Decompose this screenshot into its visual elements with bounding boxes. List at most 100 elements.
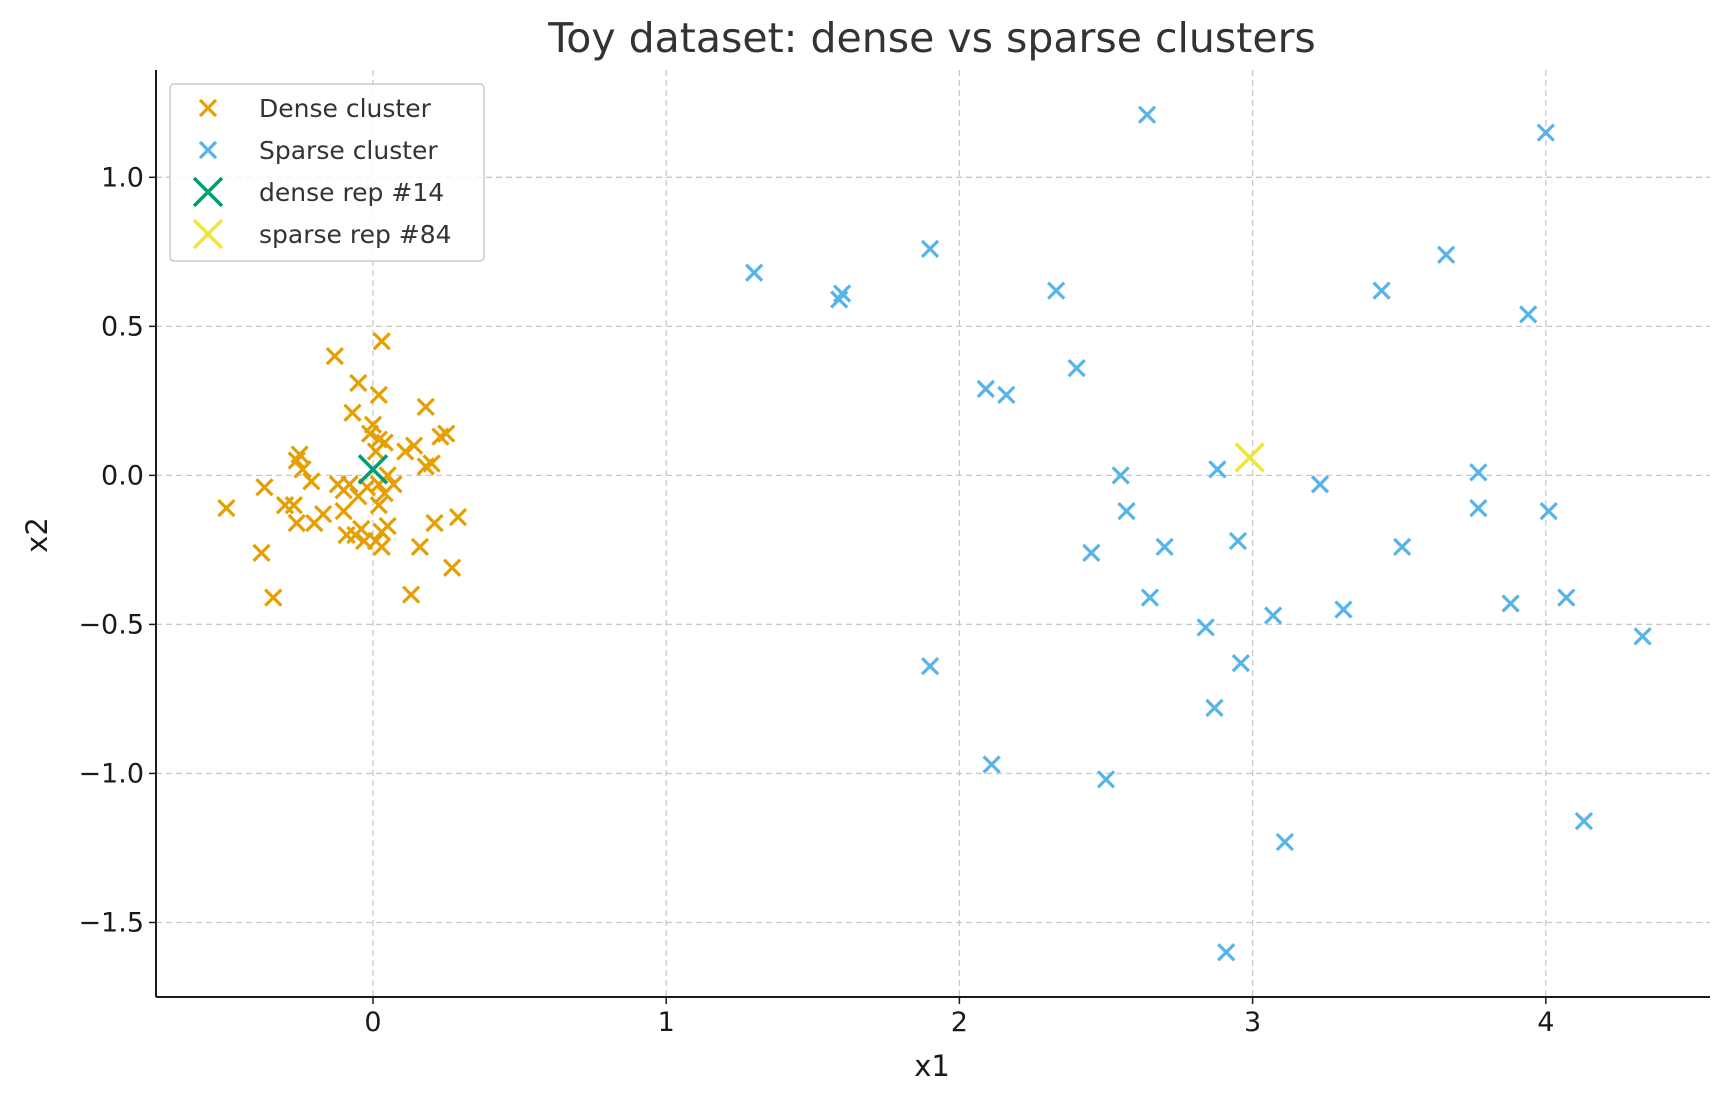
sparse-cluster-point xyxy=(745,263,764,282)
marker-stroke xyxy=(1228,531,1248,551)
dense-cluster-point xyxy=(425,513,444,533)
marker-stroke xyxy=(363,415,383,434)
dense-cluster-point xyxy=(378,516,397,536)
marker-stroke xyxy=(401,585,421,604)
legend-label-sparse-cluster: Sparse cluster xyxy=(259,136,438,165)
sparse-cluster-point xyxy=(1067,358,1086,378)
dense-cluster-point xyxy=(384,475,403,494)
marker-stroke xyxy=(372,332,391,351)
marker-stroke xyxy=(1372,281,1391,300)
x-tick-label: 1 xyxy=(658,1007,675,1038)
dense-cluster-point xyxy=(349,373,368,393)
marker-stroke xyxy=(1155,537,1174,557)
dense-cluster-point xyxy=(375,433,394,452)
dense-cluster-point xyxy=(396,442,415,461)
marker-stroke xyxy=(334,502,353,521)
marker-stroke xyxy=(976,379,995,399)
marker-stroke xyxy=(745,263,764,282)
dense-cluster-point xyxy=(404,436,424,455)
sparse-cluster-point xyxy=(1393,537,1412,557)
y-axis-title: x2 xyxy=(20,517,54,553)
legend-label-dense-cluster: Dense cluster xyxy=(259,94,432,123)
sparse-cluster-point xyxy=(1263,606,1283,625)
marker-stroke xyxy=(410,537,430,557)
data-points xyxy=(217,105,1652,962)
marker-stroke xyxy=(1501,594,1520,613)
legend-box xyxy=(169,83,485,262)
sparse-cluster-point xyxy=(982,755,1001,774)
marker-stroke xyxy=(1111,466,1130,485)
dense-cluster-point xyxy=(363,415,383,434)
legend-marker-sparse-rep xyxy=(192,218,224,250)
y-tick-label: 0.0 xyxy=(101,460,144,491)
marker-stroke xyxy=(378,516,397,536)
marker-stroke xyxy=(1519,305,1538,324)
marker-stroke xyxy=(302,472,321,491)
marker-stroke xyxy=(1633,627,1652,646)
sparse-cluster-point xyxy=(1557,588,1576,607)
y-tick-label: −0.5 xyxy=(78,609,144,640)
sparse-cluster-point xyxy=(1155,537,1174,557)
sparse-cluster-point xyxy=(1082,543,1101,563)
marker-stroke xyxy=(1393,537,1412,557)
marker-stroke xyxy=(369,430,388,449)
dense-cluster-point xyxy=(217,499,236,518)
marker-stroke xyxy=(1205,698,1224,718)
marker-stroke xyxy=(192,176,224,208)
dense-cluster-point xyxy=(343,403,362,422)
marker-stroke xyxy=(1557,588,1576,607)
sparse-cluster-point xyxy=(1536,123,1555,142)
dense-cluster-point xyxy=(252,543,271,563)
marker-stroke xyxy=(1140,588,1160,607)
marker-stroke xyxy=(255,478,274,497)
marker-stroke xyxy=(369,385,388,405)
sparse-cluster-point xyxy=(1539,502,1558,521)
sparse-cluster-point xyxy=(1310,475,1330,494)
marker-stroke xyxy=(1436,245,1456,264)
legend-marker-sparse-cluster xyxy=(198,140,218,160)
dense-cluster-point xyxy=(369,385,388,405)
marker-stroke xyxy=(369,496,388,515)
sparse-cluster-point xyxy=(1469,499,1488,518)
marker-stroke xyxy=(832,284,852,303)
marker-stroke xyxy=(293,460,312,479)
sparse-cluster-point xyxy=(1519,305,1538,324)
sparse-cluster-point xyxy=(997,385,1016,405)
dense-cluster-point xyxy=(302,472,321,491)
sparse-cluster-point xyxy=(1633,627,1652,646)
marker-stroke xyxy=(443,558,462,577)
marker-stroke xyxy=(375,433,394,452)
x-tick-label: 4 xyxy=(1537,1007,1554,1038)
marker-stroke xyxy=(340,475,359,494)
dense-cluster-point xyxy=(372,332,391,351)
sparse-cluster-point xyxy=(1137,105,1157,124)
sparse-rep-point xyxy=(1234,442,1265,473)
dense-cluster-point xyxy=(422,454,441,473)
marker-stroke xyxy=(448,507,468,527)
dense-cluster-point xyxy=(372,537,391,557)
sparse-cluster-point xyxy=(1231,654,1250,673)
sparse-cluster-point xyxy=(1334,600,1353,619)
marker-stroke xyxy=(384,475,403,494)
x-tick-label: 3 xyxy=(1244,1007,1261,1038)
sparse-cluster-point xyxy=(1196,618,1215,637)
marker-stroke xyxy=(1096,770,1116,789)
sparse-cluster-point xyxy=(1372,281,1391,300)
legend-marker-dense-rep xyxy=(192,176,224,208)
dense-cluster-point xyxy=(255,478,274,497)
marker-stroke xyxy=(1208,460,1227,479)
marker-stroke xyxy=(1469,499,1488,518)
ticks: 0 1 2 3 4 1.0 0.5 0.0 −0.5 −1.0 −1.5 xyxy=(78,162,1554,1038)
marker-stroke xyxy=(1196,618,1215,637)
marker-stroke xyxy=(192,218,224,250)
marker-stroke xyxy=(1334,600,1353,619)
marker-stroke xyxy=(372,537,391,557)
legend-marker-dense-cluster xyxy=(198,98,218,118)
y-tick-label: −1.5 xyxy=(78,907,144,938)
legend: Dense cluster Sparse cluster dense rep #… xyxy=(169,83,485,262)
marker-stroke xyxy=(1469,463,1488,482)
dense-cluster-point xyxy=(437,424,456,443)
legend-markers xyxy=(192,98,224,250)
dense-cluster-point xyxy=(287,513,306,533)
marker-stroke xyxy=(1310,475,1330,494)
